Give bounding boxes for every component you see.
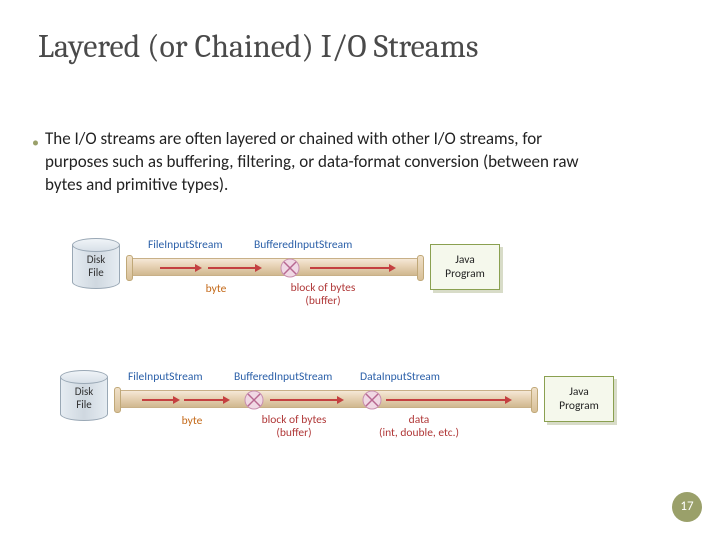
label-byte: byte: [196, 282, 236, 296]
arrow-icon: [208, 267, 256, 269]
java-program-box: JavaProgram: [544, 376, 614, 422]
arrow-icon: [160, 267, 196, 269]
disk-cylinder: DiskFile: [60, 370, 108, 424]
label-fileinputstream: FileInputStream: [148, 238, 223, 252]
junction-icon: [280, 258, 300, 278]
label-data: data(int, double, etc.): [364, 414, 474, 440]
diagram-two-stage: DiskFile JavaProgram FileInputStream Buf…: [72, 240, 592, 320]
arrow-icon: [270, 399, 338, 401]
label-datainputstream: DataInputStream: [360, 370, 440, 384]
arrow-icon: [310, 267, 390, 269]
arrow-icon: [184, 399, 224, 401]
bullet-icon: •: [32, 134, 39, 151]
diagram-three-stage: DiskFile JavaProgram FileInputStream Buf…: [60, 372, 680, 462]
disk-cylinder: DiskFile: [72, 238, 120, 292]
pipe: [118, 390, 534, 408]
junction-icon: [244, 390, 264, 410]
slide-title: Layered (or Chained) I/O Streams: [38, 28, 478, 65]
label-bufferedinputstream: BufferedInputStream: [254, 238, 352, 252]
page-number-badge: 17: [672, 492, 702, 522]
arrow-icon: [142, 399, 174, 401]
label-buffer: block of bytes(buffer): [248, 414, 340, 440]
label-byte: byte: [172, 414, 212, 428]
label-buffer: block of bytes(buffer): [278, 282, 368, 308]
disk-label: DiskFile: [72, 254, 120, 279]
java-program-box: JavaProgram: [430, 244, 500, 290]
body-bullet-text: The I/O streams are often layered or cha…: [45, 128, 605, 197]
disk-label: DiskFile: [60, 386, 108, 411]
pipe: [130, 258, 420, 276]
arrow-icon: [386, 399, 506, 401]
label-bufferedinputstream: BufferedInputStream: [234, 370, 332, 384]
junction-icon: [362, 390, 382, 410]
label-fileinputstream: FileInputStream: [128, 370, 203, 384]
